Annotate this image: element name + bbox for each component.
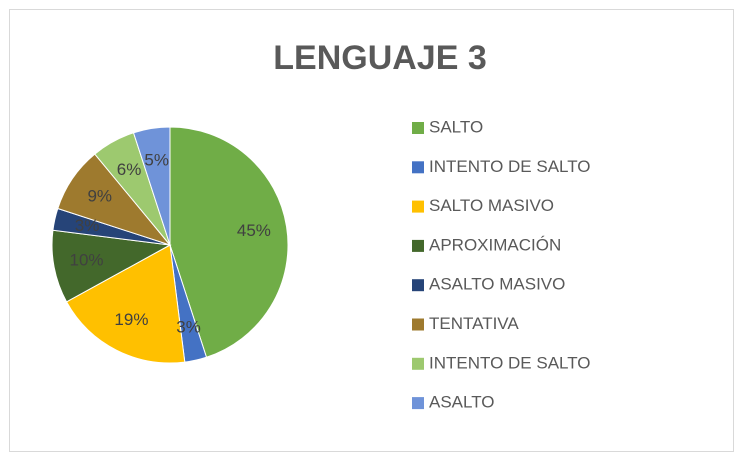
data-label: 9% [87,187,112,206]
legend-label: INTENTO DE SALTO [429,157,591,176]
pie-slice [65,244,186,364]
data-label: 10% [70,250,104,269]
data-label: 19% [114,310,148,329]
legend-swatch [412,397,424,410]
legend-swatch [412,122,424,134]
legend-swatch [412,318,424,331]
legend-label: SALTO [429,117,483,136]
legend-swatch [412,200,424,213]
pie-slice [132,126,171,246]
data-label: 3% [176,317,201,336]
legend-label: APROXIMACIÓN [429,235,561,254]
legend-swatch [412,239,424,252]
pie-slice [169,126,289,358]
legend-label: ASALTO MASIVO [429,275,565,294]
chart-title: LENGUAJE 3 [273,39,487,77]
legend-label: INTENTO DE SALTO [429,353,591,372]
data-label: 5% [144,151,169,170]
data-label: 6% [117,160,142,179]
legend-label: SALTO MASIVO [429,196,554,215]
legend-swatch [412,279,424,292]
legend-label: ASALTO [429,393,495,412]
legend-swatch [412,161,424,174]
legend-swatch [412,357,424,370]
data-label: 3% [75,216,100,235]
legend-label: TENTATIVA [429,314,519,333]
data-label: 45% [237,221,271,240]
pie-slice [51,229,172,303]
